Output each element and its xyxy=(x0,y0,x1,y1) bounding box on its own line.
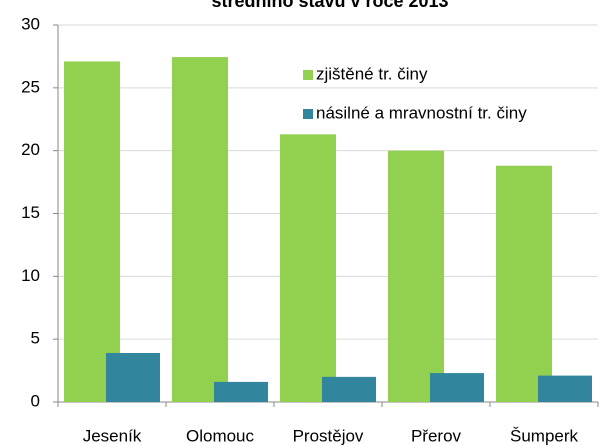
x-tick-label: Přerov xyxy=(411,426,462,445)
legend-label: zjištěné tr. činy xyxy=(316,64,428,83)
bar xyxy=(214,381,268,402)
bar xyxy=(322,376,376,402)
bar xyxy=(388,150,444,402)
x-tick-label: Šumperk xyxy=(510,426,579,445)
bar xyxy=(106,352,160,402)
chart-title: středního stavu v roce 2013 xyxy=(211,0,448,11)
legend-swatch xyxy=(303,109,313,119)
y-tick-label: 20 xyxy=(21,140,40,159)
y-tick-label: 10 xyxy=(21,266,40,285)
bar xyxy=(172,57,228,403)
y-tick-label: 15 xyxy=(21,203,40,222)
y-tick-label: 25 xyxy=(21,77,40,96)
bar xyxy=(496,165,552,402)
bar xyxy=(430,373,484,402)
bar xyxy=(280,134,336,402)
x-tick-label: Olomouc xyxy=(186,426,255,445)
x-tick-label: Prostějov xyxy=(293,426,364,445)
bar xyxy=(538,375,592,402)
y-tick-label: 30 xyxy=(21,14,40,33)
y-tick-label: 5 xyxy=(31,329,40,348)
legend-swatch xyxy=(303,70,313,80)
y-tick-label: 0 xyxy=(31,391,40,410)
bar xyxy=(64,61,120,403)
legend-label: násilné a mravnostní tr. činy xyxy=(316,103,527,122)
x-tick-label: Jeseník xyxy=(83,426,142,445)
